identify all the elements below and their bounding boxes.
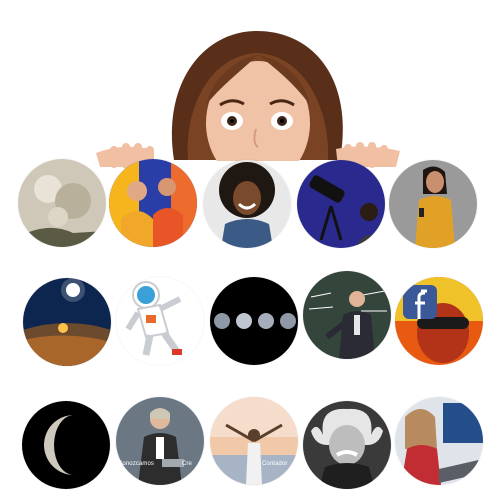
einstein-portrait-icon [303, 401, 391, 489]
facebook-woman-icon [395, 277, 483, 365]
caption-conozcamos: Conozcamos [118, 461, 155, 467]
night-camp-icon [23, 278, 111, 366]
caption-cre: Cre [182, 461, 192, 467]
woman-laptop-icon [395, 397, 483, 485]
caption-contador: Contador [262, 461, 288, 467]
moon-phases-icon [210, 277, 298, 365]
telescope-icon [297, 160, 385, 248]
smiling-woman-icon [203, 160, 291, 248]
students-group-icon [109, 159, 197, 247]
gibbous-moon-icon [22, 401, 110, 489]
woman-beach-sunset-icon [210, 397, 298, 485]
professor-blackboard-icon [303, 271, 391, 359]
woman-phone-icon [389, 160, 477, 248]
businesswoman-tablet-icon [116, 397, 204, 485]
full-moon-icon [18, 159, 106, 247]
astronaut-icon [116, 277, 204, 365]
